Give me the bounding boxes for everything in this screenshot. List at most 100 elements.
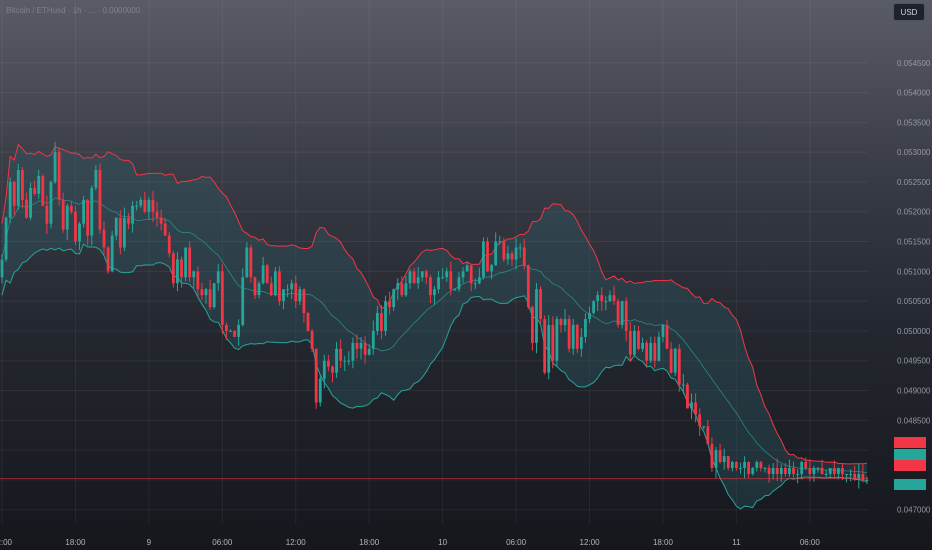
candle [865,476,869,485]
candle [628,322,632,362]
candle [828,467,832,479]
candle [441,268,445,280]
y-tick-label: 0.051500 [897,238,931,247]
candle [575,323,579,353]
candle [596,291,600,312]
candle [0,254,4,284]
candle [114,217,118,241]
candle [94,164,98,191]
y-tick-label: 0.054000 [897,89,931,98]
candle [237,319,241,346]
candle [812,465,816,482]
candle [416,267,420,289]
candle [763,466,767,473]
candle [841,463,844,480]
candle [106,246,110,274]
candle [278,266,281,306]
candle [567,315,571,353]
candle [506,245,510,265]
candle [8,177,12,224]
candle [233,330,236,338]
candle [294,275,298,308]
y-tick-label: 0.051000 [897,267,931,276]
candle [327,355,330,372]
candle [624,297,628,342]
price-tag [894,460,926,471]
candle [351,337,355,369]
candle [535,282,538,354]
candle [363,336,367,364]
candle [518,243,522,258]
candle [102,221,106,255]
candle [710,437,714,472]
candle [645,340,649,367]
candle [69,201,73,215]
candle [188,241,192,283]
candle [380,305,383,340]
candle [396,278,400,300]
candle [21,166,24,209]
currency-button[interactable]: USD [893,3,925,21]
candle [669,342,673,374]
y-tick-label: 0.050500 [897,297,931,306]
candle [816,466,820,473]
candle [608,290,612,303]
candle [16,163,20,211]
time-axis[interactable]: 12:00 18:00 9 06:00 12:00 18:00 10 06:00 12:00 18… [0,538,820,547]
candle [49,180,53,229]
candle [298,286,302,305]
candle [384,295,387,336]
candle [343,355,347,372]
candle [437,270,440,294]
candle [612,285,616,305]
candle [661,324,665,343]
y-tick-label: 0.049000 [897,387,931,396]
candle [82,196,85,228]
candle [498,235,502,245]
candle [735,461,738,471]
candle [314,348,318,409]
x-tick-label: 12:00 [580,538,601,547]
candle [824,469,828,477]
candle [123,207,126,251]
y-tick-label: 0.053500 [897,118,931,127]
candle [600,287,604,312]
candle [490,264,493,280]
candle [204,287,208,304]
y-tick-label: 0.050000 [897,327,931,336]
candle [853,465,857,481]
candle [486,237,489,272]
candle [775,458,779,482]
candle [445,267,449,282]
candle [857,463,861,489]
price-axis[interactable]: 0.047000 0.048500 0.049000 0.049500 0.050000… [897,59,931,515]
candle [184,247,187,282]
candle [245,242,249,278]
candle [461,267,465,283]
candle [584,313,587,343]
candle [673,347,677,376]
candle [225,322,228,340]
candle [620,300,624,329]
candle [135,200,139,211]
candle [265,263,269,284]
candle [641,337,644,353]
candle [800,460,804,480]
candle [310,328,314,353]
candle [482,237,485,280]
candle [375,306,379,336]
candle [522,238,526,270]
candle [796,469,799,484]
candle [110,230,114,273]
candle [290,279,294,300]
candle [273,267,277,297]
price-tags [894,437,926,490]
bollinger-band-fill [2,144,867,509]
candle [747,461,751,478]
candle [269,276,273,297]
candle [359,337,363,360]
bollinger-upper-band [1,143,868,465]
candle [681,374,685,394]
